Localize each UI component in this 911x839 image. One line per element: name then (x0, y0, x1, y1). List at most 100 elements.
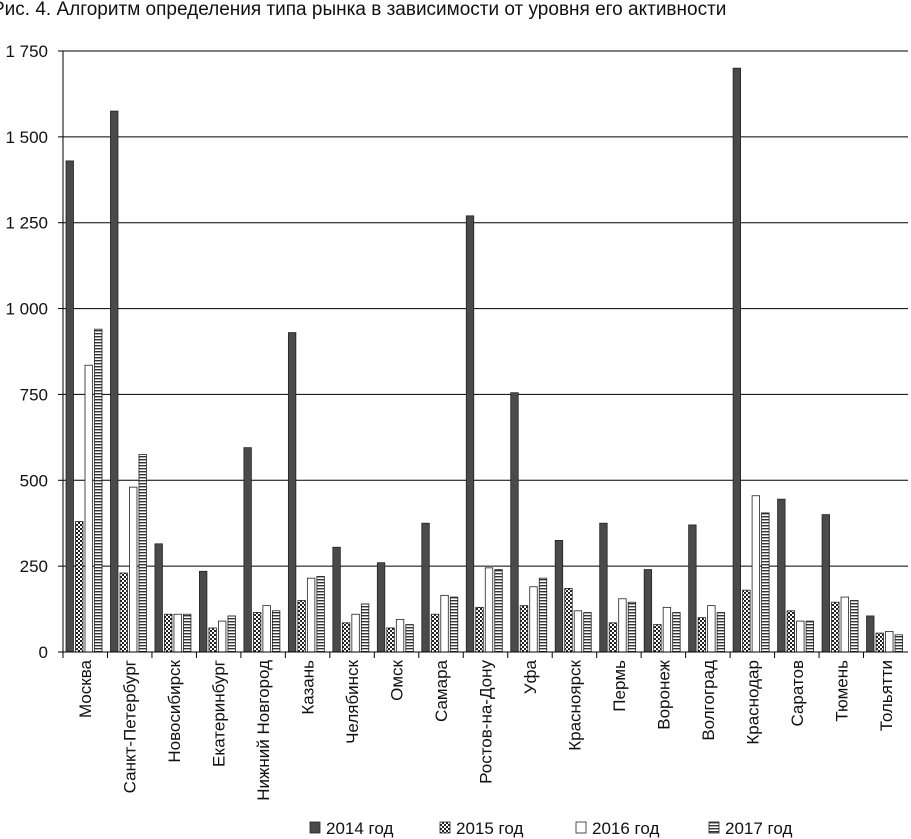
legend-label-1: 2014 год (326, 819, 393, 838)
y-tick-label: 250 (20, 557, 48, 576)
bar-1-16 (732, 67, 742, 653)
bar-1-7 (332, 546, 341, 653)
bar-2-5 (252, 612, 262, 653)
bar-4-13 (627, 601, 637, 653)
bar-2-1 (75, 521, 84, 653)
legend-label-4: 2017 год (725, 819, 792, 838)
bar-3-13 (618, 598, 627, 653)
bar-4-19 (894, 634, 903, 653)
bar-1-18 (821, 514, 830, 653)
bar-4-14 (672, 612, 681, 653)
x-category-label: Омск (388, 659, 407, 700)
x-category-label: Волгоград (699, 660, 718, 741)
bar-2-8 (386, 627, 395, 653)
bar-2-13 (608, 622, 618, 653)
x-category-label: Ростов-на-Дону (477, 660, 496, 784)
bar-1-1 (65, 160, 74, 653)
legend-label-3: 2016 год (592, 819, 659, 838)
y-tick-label: 500 (20, 471, 48, 490)
bar-4-9 (449, 596, 459, 653)
x-category-label: Красноярск (565, 659, 584, 750)
bar-1-11 (510, 392, 519, 653)
bar-3-19 (885, 630, 894, 653)
bar-2-16 (742, 589, 751, 653)
bar-3-7 (351, 613, 360, 653)
x-category-label: Воронеж (654, 659, 673, 729)
bar-4-15 (716, 612, 726, 653)
bar-2-3 (164, 613, 173, 653)
bar-3-6 (306, 577, 316, 653)
x-category-label: Нижний Новгород (254, 660, 273, 801)
x-category-label: Пермь (610, 660, 629, 712)
bar-2-10 (475, 606, 484, 653)
bar-4-1 (94, 328, 103, 653)
bar-3-11 (529, 586, 538, 653)
bar-3-18 (840, 596, 849, 653)
bar-3-3 (173, 613, 182, 653)
y-tick-label: 1 000 (5, 300, 48, 319)
bar-1-6 (287, 332, 297, 653)
y-tick-label: 1 500 (5, 128, 48, 147)
x-axis-categories: Москва Санкт-Петербург Новосибирск Екатерин… (76, 659, 896, 800)
bar-1-2 (110, 110, 119, 653)
bar-2-17 (786, 610, 795, 653)
bar-4-6 (316, 576, 325, 653)
legend-swatch-3 (575, 821, 587, 834)
bar-3-10 (484, 567, 494, 653)
bar-2-4 (208, 627, 217, 653)
x-category-label: Москва (76, 659, 95, 718)
bar-1-19 (866, 615, 875, 653)
bar-2-18 (831, 601, 840, 653)
bar-4-7 (360, 603, 370, 653)
bar-1-9 (421, 522, 430, 653)
bar-3-12 (573, 610, 583, 653)
x-category-label: Екатеринбург (210, 660, 229, 767)
axes (62, 51, 908, 658)
bar-3-16 (751, 495, 761, 653)
bar-3-2 (129, 486, 138, 653)
x-category-label: Челябинск (343, 659, 362, 743)
bars (65, 67, 903, 653)
bar-3-8 (395, 618, 405, 653)
y-tick-label: 1 250 (5, 214, 48, 233)
bar-4-10 (494, 569, 503, 653)
y-axis-ticks: 0 250 500 750 1 000 1 250 1 500 1 750 (5, 42, 63, 662)
legend-label-2: 2015 год (456, 819, 523, 838)
x-category-label: Казань (299, 660, 318, 715)
bar-4-2 (138, 454, 147, 653)
bar-1-5 (243, 447, 252, 653)
bar-4-5 (271, 610, 281, 653)
bar-4-18 (850, 600, 859, 653)
bar-4-12 (583, 612, 592, 653)
bar-3-15 (707, 605, 716, 653)
x-category-label: Краснодар (743, 660, 762, 745)
bar-3-17 (796, 620, 805, 653)
x-category-label: Новосибирск (165, 659, 184, 762)
bar-1-4 (199, 570, 208, 653)
bar-2-7 (341, 622, 351, 653)
bar-4-4 (227, 615, 236, 653)
bar-1-17 (777, 498, 786, 653)
x-category-label: Санкт-Петербург (121, 660, 140, 793)
bar-1-12 (554, 539, 564, 653)
x-category-label: Саратов (788, 660, 807, 727)
bar-1-10 (465, 215, 475, 653)
bar-3-5 (262, 605, 271, 653)
legend: 2014 год 2015 год 2016 год 2017 год (309, 819, 792, 838)
bar-3-1 (84, 364, 93, 653)
bar-2-14 (653, 624, 662, 653)
legend-swatch-1 (309, 821, 321, 834)
bar-1-8 (376, 562, 386, 653)
grid (63, 50, 908, 567)
bar-2-12 (564, 588, 573, 653)
chart-title: Рис. 4. Алгоритм определения типа рынка … (0, 0, 726, 20)
bar-4-16 (761, 512, 770, 653)
y-tick-label: 1 750 (5, 42, 48, 61)
bar-2-6 (297, 600, 306, 653)
x-category-label: Уфа (521, 659, 540, 694)
x-category-label: Тольятти (877, 660, 896, 731)
bar-2-2 (119, 572, 128, 653)
bar-1-14 (643, 569, 653, 653)
bar-2-15 (697, 617, 707, 653)
